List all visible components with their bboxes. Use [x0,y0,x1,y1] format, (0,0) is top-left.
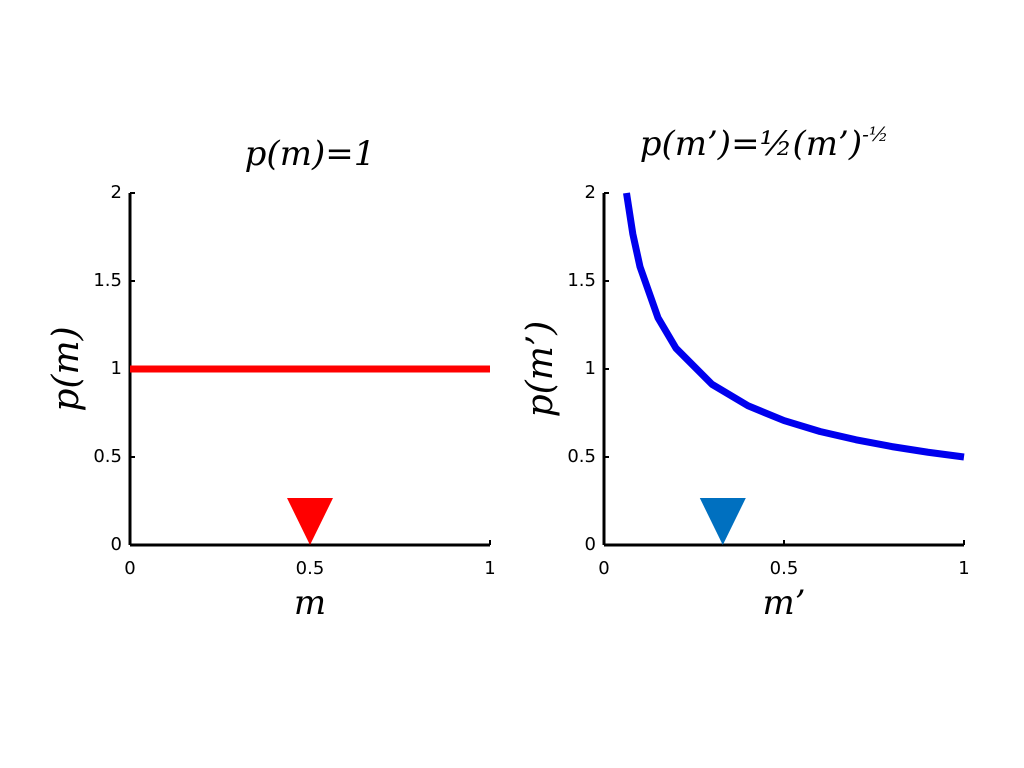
x-tick-label: 0.5 [296,558,325,579]
chart-title: p(m)=1 [245,134,376,174]
data-line [623,192,965,461]
mean-marker [287,498,333,545]
y-axis-label: p(m’) [520,321,561,418]
x-axis-label: m’ [762,583,805,623]
title-text: p(m)=1 [245,134,376,174]
y-tick-label: 2 [585,182,596,203]
x-tick-label: 1 [484,558,495,579]
x-tick-label: 0 [124,558,135,579]
y-tick-label: 1.5 [93,270,122,291]
y-axis-label: p(m) [46,326,87,411]
mean-marker [699,498,746,545]
y-tick-label: 2 [111,182,122,203]
y-tick-label: 1 [111,358,122,379]
y-tick-label: 0 [111,534,122,555]
subplot: 0 0.5 1 1.5 2 0 0.5 1 m p(m) p(m)=1 [46,134,496,623]
x-tick-label: 1 [958,558,969,579]
y-tick-label: 0.5 [93,446,122,467]
x-axis-label: m [294,583,326,623]
x-tick-label: 0.5 [770,558,799,579]
title-text: p(m’)=½(m’) [640,124,862,164]
subplot: 0 0.5 1 1.5 2 0 0.5 1 m’ p(m’) p(m’)=½(m’)-½ [520,122,970,623]
chart-title: p(m’)=½(m’)-½ [640,122,889,164]
y-tick-label: 1.5 [567,270,596,291]
y-tick-label: 0 [585,534,596,555]
y-tick-label: 0.5 [567,446,596,467]
x-tick-label: 0 [598,558,609,579]
y-tick-label: 1 [585,358,596,379]
title-exponent: -½ [862,122,888,146]
